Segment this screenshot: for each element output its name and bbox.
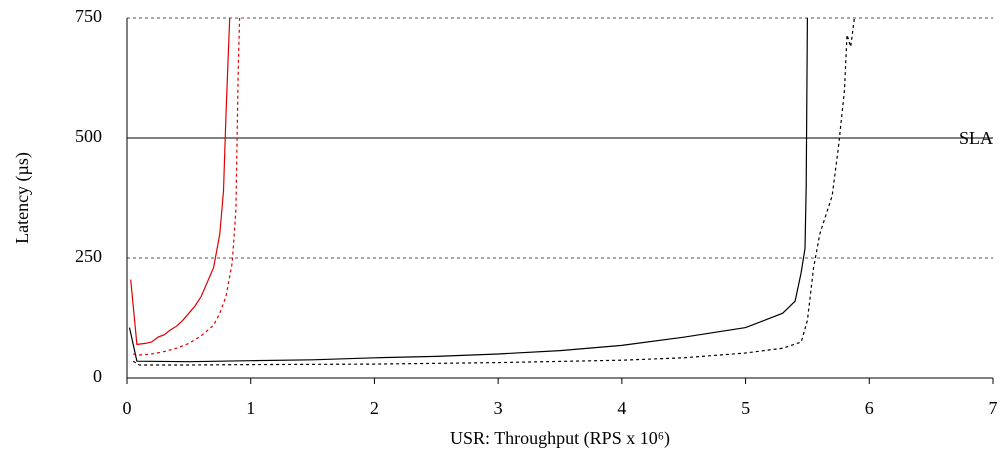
series-line — [133, 17, 241, 356]
x-tick-label: 0 — [123, 398, 132, 418]
y-tick-label: 750 — [75, 6, 102, 26]
x-tick-label: 3 — [494, 398, 503, 418]
x-tick-label: 2 — [370, 398, 379, 418]
reference-label: SLA — [959, 128, 993, 148]
x-tick-label: 4 — [617, 398, 626, 418]
series-line — [130, 17, 231, 346]
y-axis-label: Latency (µs) — [12, 152, 33, 244]
x-tick-label: 7 — [989, 398, 998, 418]
x-tick-label: 6 — [865, 398, 874, 418]
series-line — [132, 17, 855, 366]
x-tick-label: 5 — [741, 398, 750, 418]
x-axis-label: USR: Throughput (RPS x 10⁶) — [450, 428, 670, 449]
series-line — [128, 17, 808, 363]
y-tick-label: 250 — [75, 246, 102, 266]
x-tick-label: 1 — [246, 398, 255, 418]
y-tick-label: 0 — [93, 366, 102, 386]
y-tick-label: 500 — [75, 126, 102, 146]
